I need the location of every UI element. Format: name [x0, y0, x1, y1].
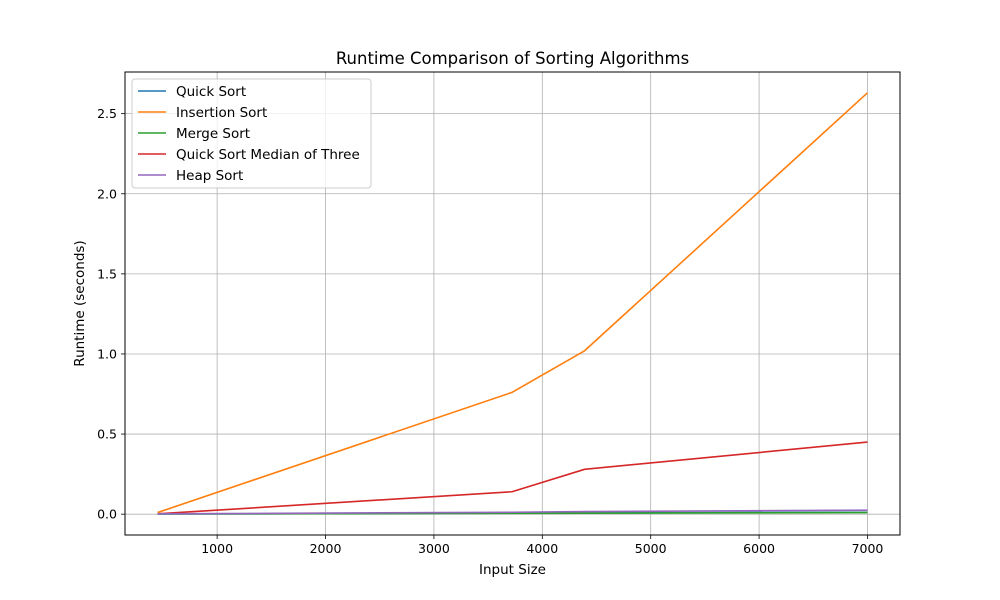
x-tick-label: 3000	[418, 541, 450, 556]
y-tick-label: 1.0	[97, 346, 117, 361]
x-tick-label: 4000	[526, 541, 558, 556]
x-tick-label: 7000	[852, 541, 884, 556]
y-axis-ticks: 0.0 0.5 1.0 1.5 2.0 2.5	[97, 106, 125, 522]
series-line-quick-sort-median-of-three	[157, 441, 868, 515]
y-tick-label: 1.5	[97, 266, 117, 281]
legend-label-quick-sort: Quick Sort	[176, 84, 246, 100]
legend-label-insertion-sort: Insertion Sort	[176, 105, 267, 121]
x-tick-label: 5000	[635, 541, 667, 556]
chart-title: Runtime Comparison of Sorting Algorithms	[336, 49, 689, 68]
x-tick-label: 1000	[201, 541, 233, 556]
legend-box	[131, 78, 372, 189]
legend: Quick Sort Insertion Sort Merge Sort Quick …	[131, 78, 372, 189]
legend-entries: Quick Sort Insertion Sort Merge Sort Quick …	[138, 84, 360, 184]
x-axis-ticks: 1000 2000 3000 4000 5000 6000 7000	[201, 535, 883, 556]
legend-label-quick-sort-median-of-three: Quick Sort Median of Three	[176, 147, 360, 163]
x-tick-label: 2000	[310, 541, 342, 556]
legend-label-heap-sort: Heap Sort	[176, 168, 243, 184]
series-line-insertion-sort	[157, 92, 869, 514]
plot-frame	[124, 71, 901, 536]
y-tick-label: 0.0	[97, 507, 117, 522]
x-tick-label: 6000	[743, 541, 775, 556]
x-axis-label: Input Size	[479, 562, 546, 578]
y-axis-label: Runtime (seconds)	[72, 240, 88, 366]
y-tick-label: 0.5	[97, 427, 117, 442]
y-tick-label: 2.5	[97, 106, 117, 121]
series-line-heap-sort	[157, 509, 868, 515]
series-lines	[157, 92, 869, 515]
legend-label-merge-sort: Merge Sort	[176, 126, 250, 142]
y-tick-label: 2.0	[97, 186, 117, 201]
